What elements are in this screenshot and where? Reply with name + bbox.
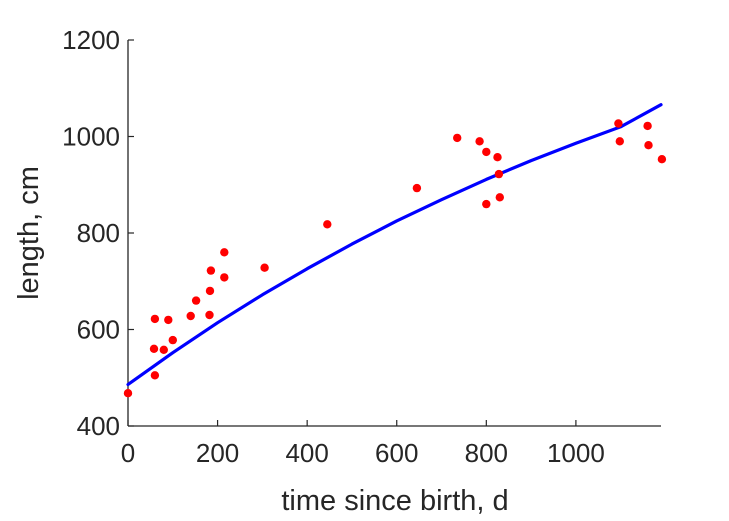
data-point <box>657 155 667 164</box>
points-layer <box>123 119 667 398</box>
data-point <box>482 199 491 209</box>
data-point <box>412 183 422 193</box>
data-point <box>643 121 652 131</box>
data-point <box>482 147 491 157</box>
axes: 400 600 800 1000 1200 0 200 400 600 800 1000 <box>62 25 661 468</box>
x-tick-label: 200 <box>196 438 239 468</box>
data-point <box>186 311 195 321</box>
data-point <box>150 314 160 324</box>
data-point <box>644 141 653 150</box>
data-point <box>614 119 623 128</box>
data-point <box>493 153 502 162</box>
data-point <box>168 335 177 345</box>
data-point <box>220 273 229 282</box>
data-point <box>159 345 168 354</box>
x-tick-label: 1000 <box>547 438 605 468</box>
y-tick-label: 1200 <box>62 25 120 55</box>
data-point <box>453 133 462 143</box>
data-point <box>205 310 214 320</box>
data-point <box>206 266 216 275</box>
data-point <box>191 296 201 305</box>
data-point <box>494 169 504 179</box>
y-tick-label: 600 <box>77 315 120 345</box>
data-point <box>164 315 173 325</box>
curve-layer <box>126 103 663 387</box>
y-ticks: 400 600 800 1000 1200 <box>62 25 134 441</box>
data-point <box>615 137 624 146</box>
data-point <box>123 389 133 398</box>
data-point <box>220 248 229 257</box>
y-tick-label: 1000 <box>62 122 120 152</box>
data-point <box>475 137 484 146</box>
data-point <box>260 263 269 272</box>
x-ticks: 0 200 400 600 800 1000 <box>121 420 605 468</box>
y-axis-label: length, cm <box>13 166 45 300</box>
data-point <box>205 286 215 296</box>
x-tick-label: 600 <box>375 438 418 468</box>
x-tick-label: 0 <box>121 438 135 468</box>
x-axis-label: time since birth, d <box>281 485 508 517</box>
data-point <box>323 220 332 229</box>
y-tick-label: 800 <box>77 218 120 248</box>
data-point <box>495 193 504 202</box>
x-tick-label: 400 <box>285 438 328 468</box>
data-point <box>150 371 160 380</box>
x-tick-label: 800 <box>465 438 508 468</box>
data-point <box>149 344 159 353</box>
y-tick-label: 400 <box>77 411 120 441</box>
fit-curve <box>126 103 663 387</box>
